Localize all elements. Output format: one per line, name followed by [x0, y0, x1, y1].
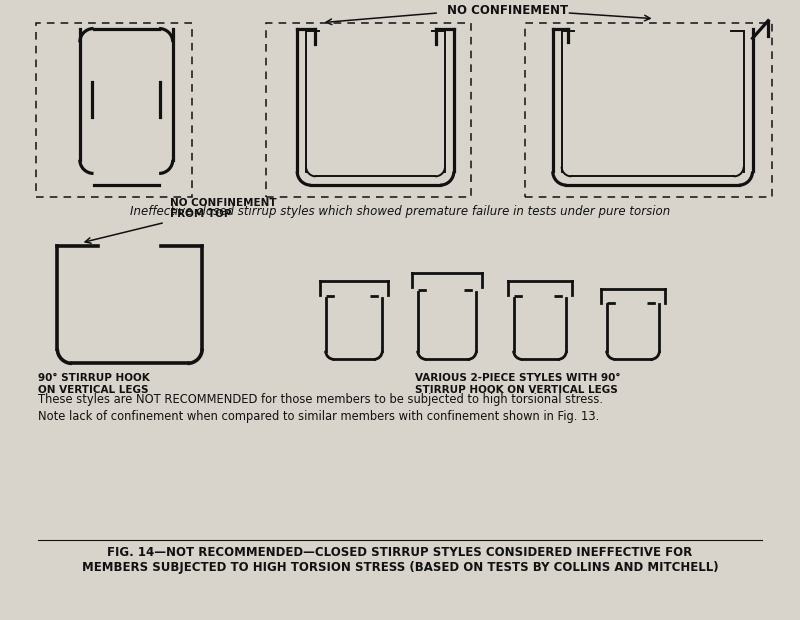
Text: These styles are NOT RECOMMENDED for those members to be subjected to high torsi: These styles are NOT RECOMMENDED for tho… [38, 393, 602, 405]
Text: Ineffective closed stirrup styles which showed premature failure in tests under : Ineffective closed stirrup styles which … [130, 205, 670, 218]
Text: 90° STIRRUP HOOK
ON VERTICAL LEGS: 90° STIRRUP HOOK ON VERTICAL LEGS [38, 373, 150, 395]
Bar [266, 23, 471, 197]
Text: FIG. 14—NOT RECOMMENDED—CLOSED STIRRUP STYLES CONSIDERED INEFFECTIVE FOR
MEMBERS: FIG. 14—NOT RECOMMENDED—CLOSED STIRRUP S… [82, 546, 718, 574]
Bar [36, 23, 193, 197]
Text: NO CONFINEMENT: NO CONFINEMENT [447, 4, 568, 17]
Text: NO CONFINEMENT
FROM TOP: NO CONFINEMENT FROM TOP [170, 198, 277, 219]
Bar [526, 23, 772, 197]
Text: Note lack of confinement when compared to similar members with confinement shown: Note lack of confinement when compared t… [38, 410, 599, 423]
Text: VARIOUS 2-PIECE STYLES WITH 90°
STIRRUP HOOK ON VERTICAL LEGS: VARIOUS 2-PIECE STYLES WITH 90° STIRRUP … [414, 373, 620, 395]
